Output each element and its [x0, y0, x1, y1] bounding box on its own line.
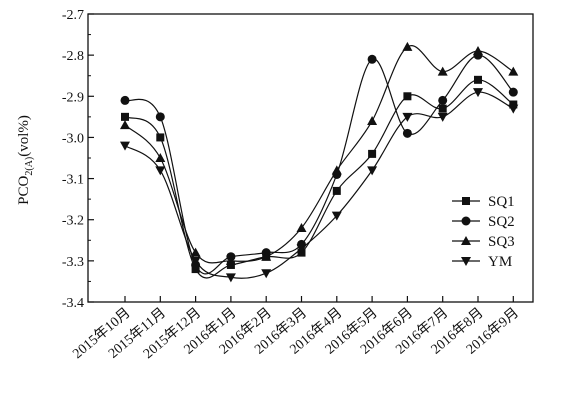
- y-tick-label: -2.8: [62, 49, 84, 64]
- legend-marker: [461, 257, 471, 266]
- legend-marker: [462, 197, 470, 205]
- data-point: [190, 256, 201, 266]
- data-point: [155, 112, 165, 122]
- legend-marker: [461, 236, 471, 245]
- data-point: [367, 166, 378, 176]
- y-tick-label: -3.2: [62, 214, 84, 229]
- y-tick-label: -3.0: [62, 131, 84, 146]
- legend-label: YM: [488, 254, 512, 270]
- legend-marker: [461, 216, 471, 226]
- legend-item-sq3: SQ3: [452, 234, 515, 250]
- data-point: [120, 141, 130, 151]
- data-point: [331, 165, 342, 175]
- data-point: [367, 54, 377, 64]
- y-axis: -2.7 -2.8 -2.9 -3.0 -3.1 -3.2 -3.3 -3.4: [62, 8, 94, 311]
- data-point: [261, 269, 272, 279]
- data-point: [155, 166, 166, 176]
- data-point: [508, 87, 518, 97]
- data-point: [225, 255, 236, 265]
- data-point: [402, 41, 413, 51]
- data-point: [473, 46, 483, 56]
- legend-label: SQ3: [488, 234, 515, 250]
- y-tick-label: -3.3: [62, 255, 84, 270]
- data-point: [508, 104, 519, 114]
- data-point: [402, 128, 412, 138]
- data-point: [438, 95, 448, 105]
- data-point: [437, 112, 448, 122]
- series-sq3: [120, 41, 519, 265]
- data-point: [473, 88, 483, 98]
- data-point: [437, 66, 448, 76]
- data-point: [156, 133, 165, 142]
- data-point: [226, 260, 235, 269]
- y-tick-label: -3.1: [62, 173, 84, 188]
- y-axis-label-base: PCO: [16, 176, 32, 205]
- series-ym: [120, 88, 519, 283]
- data-point: [438, 104, 447, 113]
- data-point: [474, 75, 482, 84]
- series-line: [124, 79, 514, 279]
- legend-label: SQ1: [488, 194, 515, 210]
- data-point: [120, 120, 130, 130]
- legend-label: SQ2: [488, 214, 515, 230]
- series-layer: [120, 41, 519, 283]
- legend-item-ym: YM: [452, 254, 512, 270]
- data-point: [402, 112, 413, 122]
- legend-item-sq1: SQ1: [452, 194, 515, 210]
- series-line: [124, 91, 514, 279]
- legend: SQ1 SQ2 SQ3 YM: [452, 194, 515, 270]
- y-tick-label: -2.7: [62, 8, 84, 23]
- data-point: [403, 92, 412, 101]
- data-point: [296, 244, 307, 254]
- data-point: [261, 251, 272, 261]
- legend-item-sq2: SQ2: [452, 214, 515, 230]
- data-point: [190, 247, 201, 257]
- y-tick-label: -2.9: [62, 90, 84, 105]
- data-point: [121, 112, 129, 121]
- y-axis-label: PCO2(A)(vol%): [16, 115, 35, 205]
- data-point: [155, 153, 166, 162]
- y-tick-label: -3.4: [62, 296, 84, 311]
- data-point: [225, 273, 236, 283]
- data-point: [331, 211, 342, 221]
- data-point: [509, 100, 518, 109]
- data-point: [367, 115, 378, 125]
- y-axis-label-sub: 2(A): [24, 157, 35, 176]
- data-point: [296, 222, 307, 232]
- data-point: [508, 66, 519, 76]
- data-point: [120, 95, 130, 105]
- y-axis-label-rest: (vol%): [16, 115, 32, 157]
- data-point: [332, 186, 341, 195]
- data-point: [368, 149, 377, 158]
- x-axis: 2015年10月2015年11月2015年12月2016年1月2016年2月20…: [70, 296, 522, 362]
